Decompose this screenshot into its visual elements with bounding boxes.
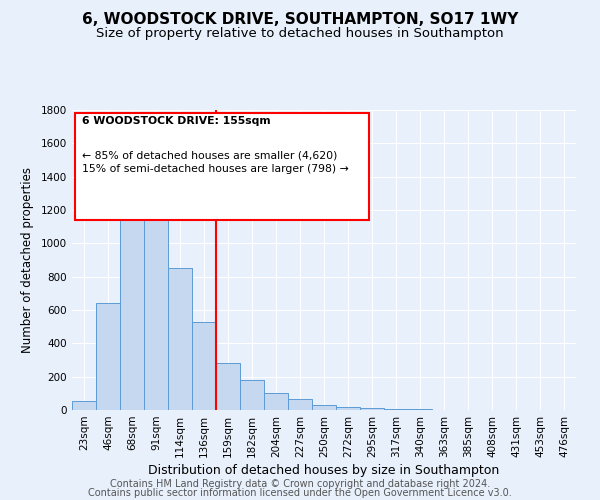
Bar (192, 322, 216, 410)
Text: 6 WOODSTOCK DRIVE: 155sqm: 6 WOODSTOCK DRIVE: 155sqm (82, 116, 271, 126)
Text: Contains public sector information licensed under the Open Government Licence v3: Contains public sector information licen… (88, 488, 512, 498)
Bar (336, 406, 360, 410)
Bar (144, 181, 168, 410)
FancyBboxPatch shape (74, 113, 370, 220)
Text: Contains HM Land Registry data © Crown copyright and database right 2024.: Contains HM Land Registry data © Crown c… (110, 479, 490, 489)
Text: Size of property relative to detached houses in Southampton: Size of property relative to detached ho… (96, 28, 504, 40)
Bar (120, 192, 144, 410)
Bar (96, 302, 120, 410)
Bar (168, 268, 192, 410)
Bar (384, 409, 408, 410)
Bar (360, 408, 384, 410)
Text: 6, WOODSTOCK DRIVE, SOUTHAMPTON, SO17 1WY: 6, WOODSTOCK DRIVE, SOUTHAMPTON, SO17 1W… (82, 12, 518, 28)
Text: ← 85% of detached houses are smaller (4,620)
15% of semi-detached houses are lar: ← 85% of detached houses are smaller (4,… (82, 150, 349, 174)
Y-axis label: Number of detached properties: Number of detached properties (21, 167, 34, 353)
Bar (264, 392, 288, 410)
Bar (312, 405, 336, 410)
Bar (72, 401, 96, 410)
Bar (240, 380, 264, 410)
X-axis label: Distribution of detached houses by size in Southampton: Distribution of detached houses by size … (148, 464, 500, 477)
Bar (288, 399, 312, 410)
Bar (216, 364, 240, 410)
Bar (408, 409, 432, 410)
